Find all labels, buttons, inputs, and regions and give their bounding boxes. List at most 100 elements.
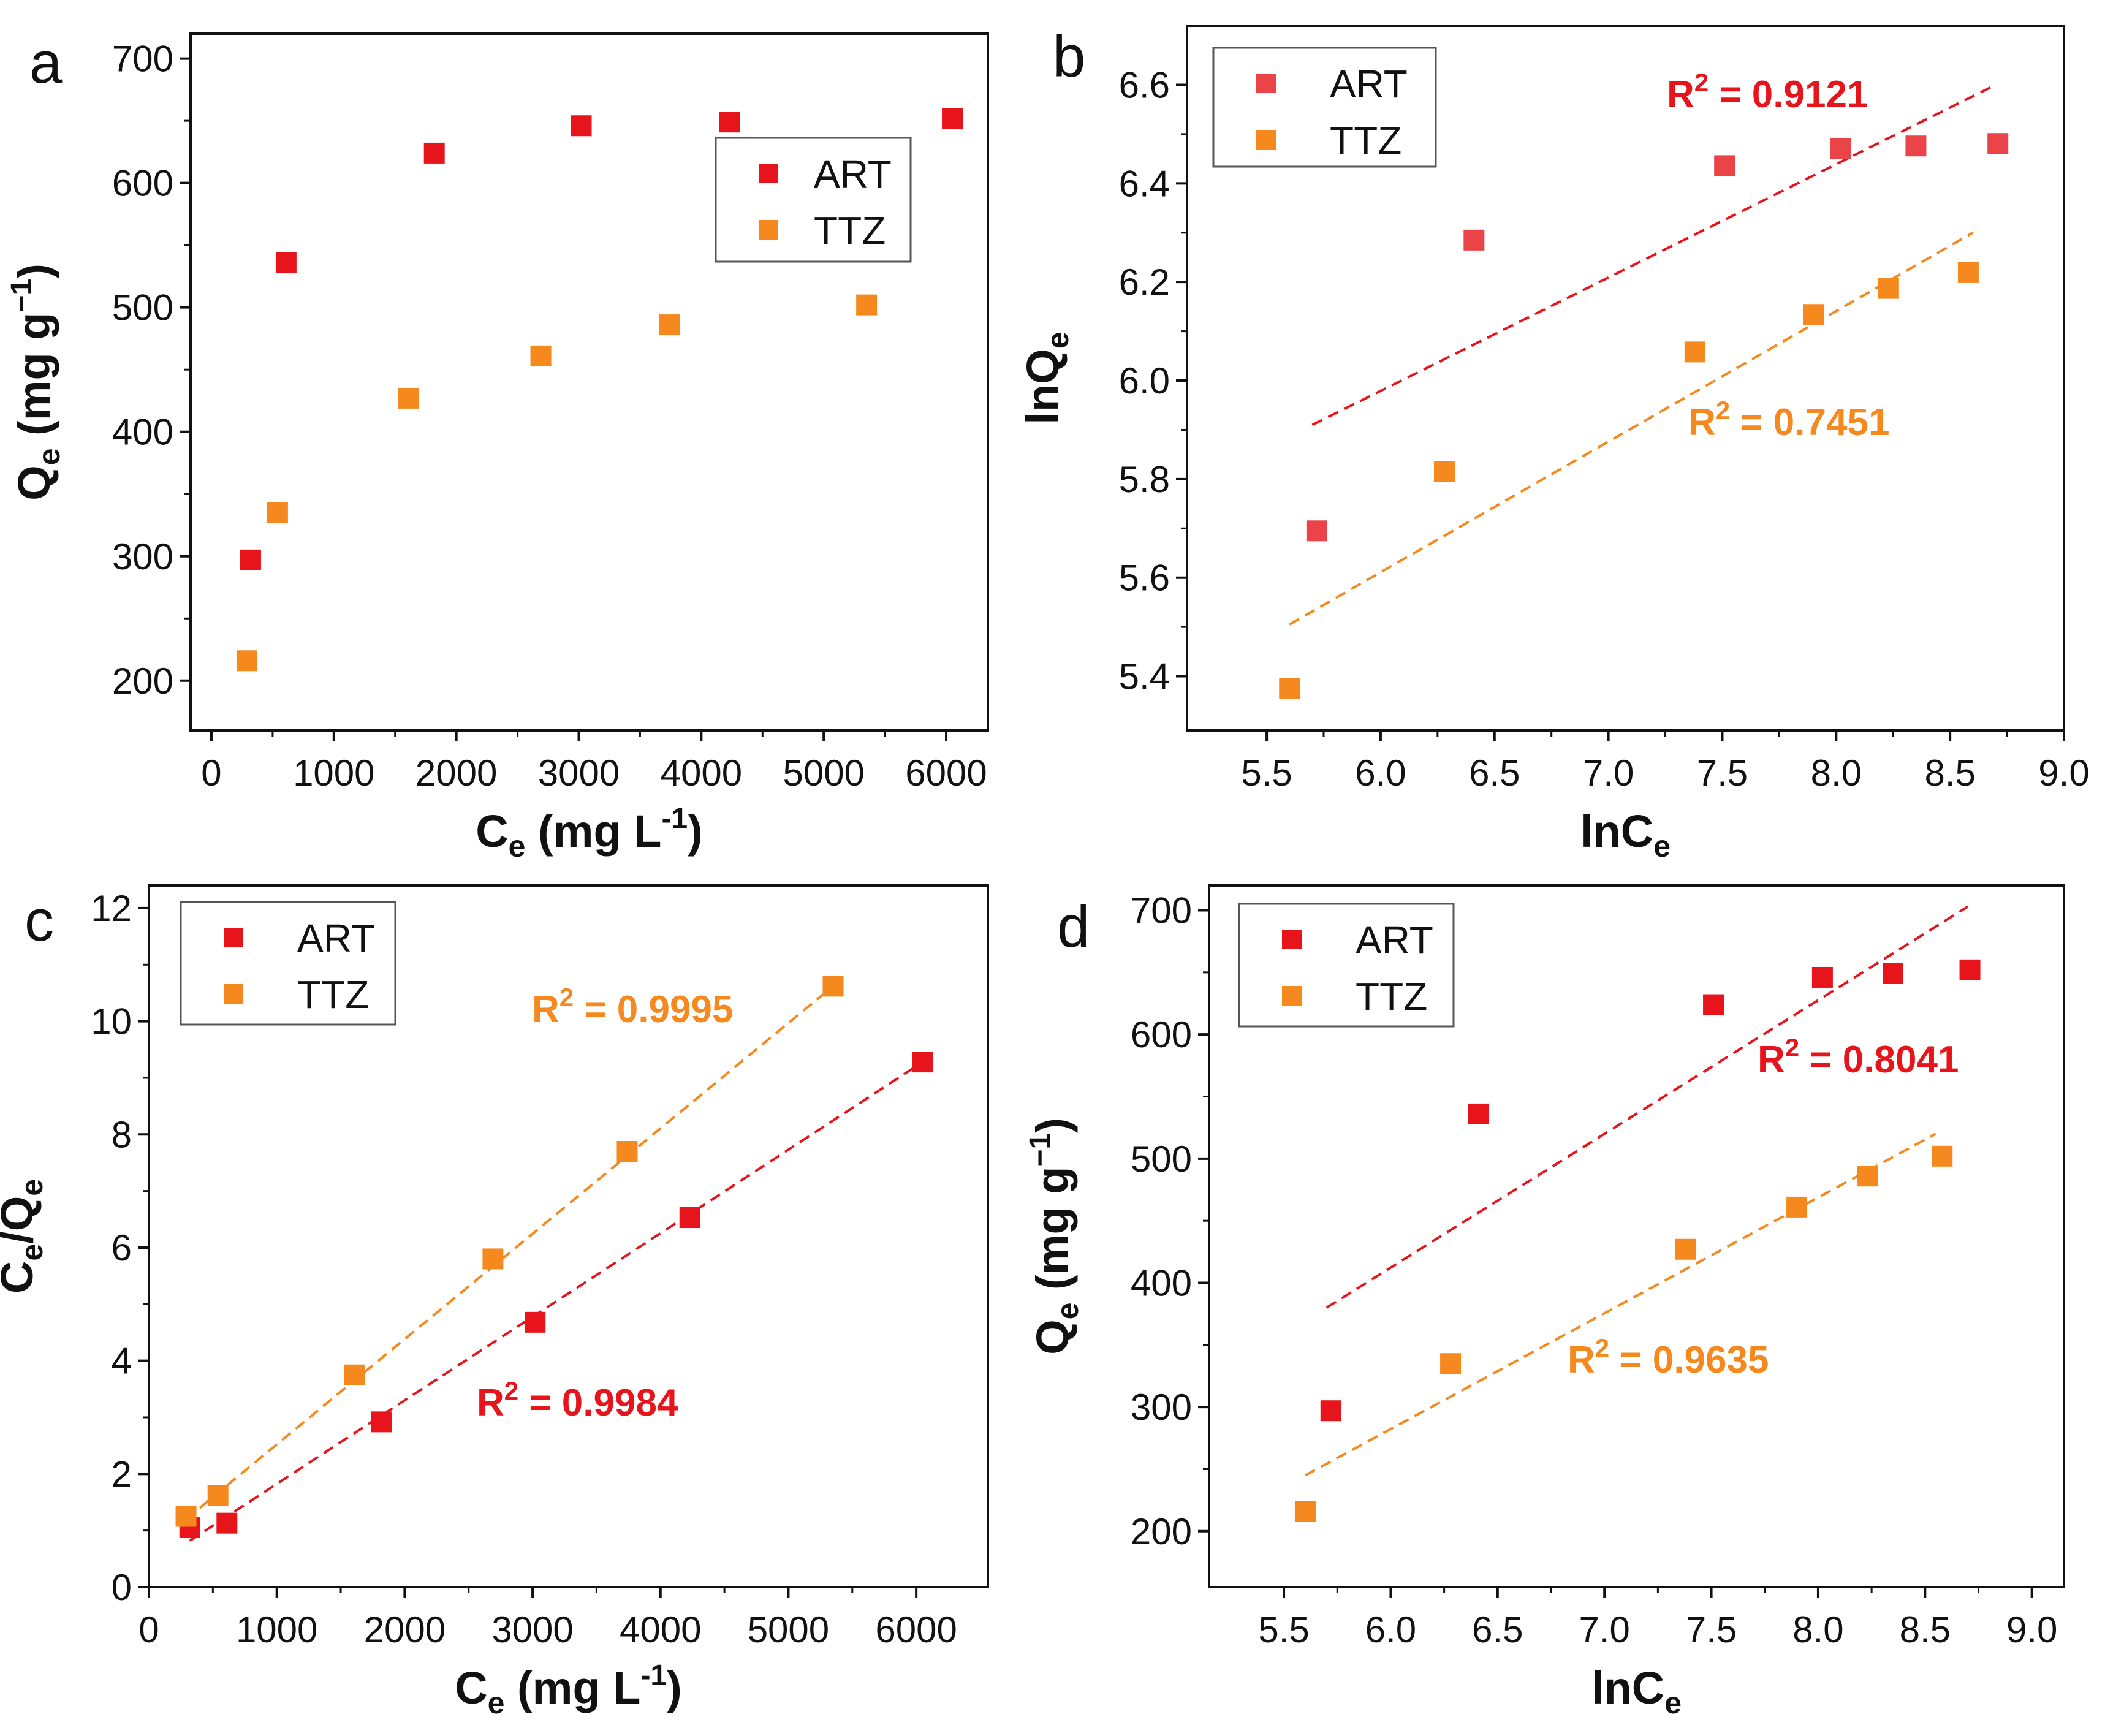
data-point-ttz <box>207 1485 229 1506</box>
legend-label-art: ART <box>1330 62 1408 106</box>
plot-frame <box>1208 884 2065 1588</box>
data-point-ttz <box>1440 1353 1462 1374</box>
x-axis-label: lnCe <box>1580 806 1671 863</box>
chart-panel-c: c 0 1000 2000 3000 4000 5000 6000 0 2 4 6 8 10 12 Ce (m… <box>0 884 989 1720</box>
legend: ART TTZ <box>1238 903 1455 1028</box>
data-point-ttz <box>1279 678 1300 699</box>
y-tick-label: 6.6 <box>1119 65 1170 106</box>
legend-marker-art <box>224 928 243 947</box>
plot-frame <box>148 884 989 1588</box>
legend-marker-ttz <box>759 220 778 240</box>
x-tick-label: 6000 <box>905 752 987 794</box>
x-tick-label: 6.0 <box>1355 752 1406 794</box>
fit-line-ttz <box>185 985 834 1520</box>
r2-annotation-ttz: R2 = 0.9635 <box>1568 1333 1769 1381</box>
x-tick-label: 0 <box>138 1609 159 1650</box>
x-tick-label: 8.0 <box>1792 1609 1843 1650</box>
y-tick-label: 300 <box>1131 1387 1192 1428</box>
y-tick-label: 4 <box>112 1341 132 1382</box>
chart-panel-a: a 0 1000 2000 3000 4000 5000 6000 200 300 400 500 60… <box>6 30 989 863</box>
y-tick-label: 700 <box>1131 890 1192 931</box>
legend: ART TTZ <box>1212 47 1437 168</box>
data-point-art <box>1306 520 1327 542</box>
plot-frame <box>189 32 989 732</box>
y-axis-label: Qe (mg g−1) <box>1024 1118 1085 1355</box>
panel-letter: d <box>1057 894 1090 960</box>
data-point-art <box>1959 959 1981 980</box>
x-tick-label: 7.0 <box>1579 1609 1629 1650</box>
legend-label-art: ART <box>814 152 892 196</box>
y-tick-label: 5.8 <box>1119 459 1170 500</box>
data-point-ttz <box>175 1506 197 1527</box>
data-point-ttz <box>1434 461 1455 482</box>
fit-line-art <box>189 1061 924 1542</box>
x-tick-label: 5000 <box>783 752 864 794</box>
x-tick-label: 7.5 <box>1697 752 1748 794</box>
fit-line-ttz <box>1289 232 1974 626</box>
legend-marker-art <box>759 164 778 183</box>
legend-marker-art <box>1256 74 1276 93</box>
y-axis-label: Qe (mg g−1) <box>6 263 66 501</box>
x-axis-label: Ce (mg L-1) <box>455 1659 682 1720</box>
data-point-ttz <box>1786 1196 1808 1218</box>
y-tick-label: 600 <box>112 163 173 204</box>
y-tick-label: 5.4 <box>1119 656 1170 697</box>
x-tick-label: 7.0 <box>1583 752 1634 794</box>
r2-annotation-ttz: R2 = 0.9995 <box>532 983 733 1031</box>
data-point-art <box>1905 135 1927 157</box>
r2-annotation-art: R2 = 0.9121 <box>1667 68 1868 116</box>
legend-marker-ttz <box>1282 986 1302 1006</box>
x-tick-label: 8.0 <box>1811 752 1862 794</box>
x-tick-label: 6.5 <box>1469 752 1520 794</box>
data-point-art <box>719 112 740 133</box>
data-point-art <box>1703 994 1724 1015</box>
panel-letter: b <box>1053 24 1085 89</box>
legend: ART TTZ <box>715 137 912 263</box>
legend-box <box>715 137 912 263</box>
y-tick-label: 400 <box>112 412 173 453</box>
data-point-art <box>1463 229 1485 251</box>
x-tick-label: 8.5 <box>1900 1609 1951 1650</box>
x-tick-label: 3000 <box>538 752 620 794</box>
y-tick-label: 500 <box>112 287 173 328</box>
data-point-ttz <box>1684 341 1705 363</box>
legend: ART TTZ <box>180 901 396 1026</box>
x-tick-label: 9.0 <box>2006 1609 2057 1650</box>
y-tick-label: 6.2 <box>1119 262 1170 303</box>
data-point-ttz <box>398 387 419 409</box>
legend-marker-art <box>1282 930 1302 949</box>
x-tick-label: 9.0 <box>2038 752 2089 794</box>
legend-label-ttz: TTZ <box>297 972 369 1017</box>
data-point-ttz <box>1932 1145 1953 1167</box>
y-tick-label: 10 <box>91 1001 132 1042</box>
plot-frame <box>1186 25 2065 732</box>
y-tick-label: 600 <box>1131 1014 1192 1055</box>
x-axis-label: Ce (mg L-1) <box>476 803 703 863</box>
y-tick-label: 6.0 <box>1119 360 1170 401</box>
x-tick-label: 6.0 <box>1365 1609 1416 1650</box>
data-point-ttz <box>1957 262 1979 283</box>
x-tick-label: 4000 <box>661 752 742 794</box>
y-tick-label: 300 <box>112 536 173 577</box>
data-point-art <box>216 1512 238 1534</box>
legend-marker-ttz <box>224 984 243 1004</box>
data-point-art <box>1714 155 1735 176</box>
data-point-ttz <box>616 1140 638 1162</box>
data-point-ttz <box>1878 278 1899 299</box>
data-point-art <box>571 115 592 137</box>
data-point-ttz <box>530 345 552 366</box>
data-point-ttz <box>236 650 257 672</box>
y-tick-label: 200 <box>112 661 173 702</box>
fit-line-art <box>1326 905 1969 1309</box>
y-tick-label: 6 <box>112 1227 132 1268</box>
data-point-ttz <box>1803 304 1824 325</box>
data-point-ttz <box>659 314 680 336</box>
x-axis-label: lnCe <box>1591 1662 1682 1720</box>
y-tick-label: 6.4 <box>1119 163 1170 204</box>
x-tick-label: 4000 <box>620 1609 701 1650</box>
y-tick-label: 2 <box>112 1454 132 1495</box>
x-tick-label: 2000 <box>415 752 497 794</box>
data-point-art <box>1320 1400 1341 1422</box>
legend-label-ttz: TTZ <box>814 208 886 252</box>
